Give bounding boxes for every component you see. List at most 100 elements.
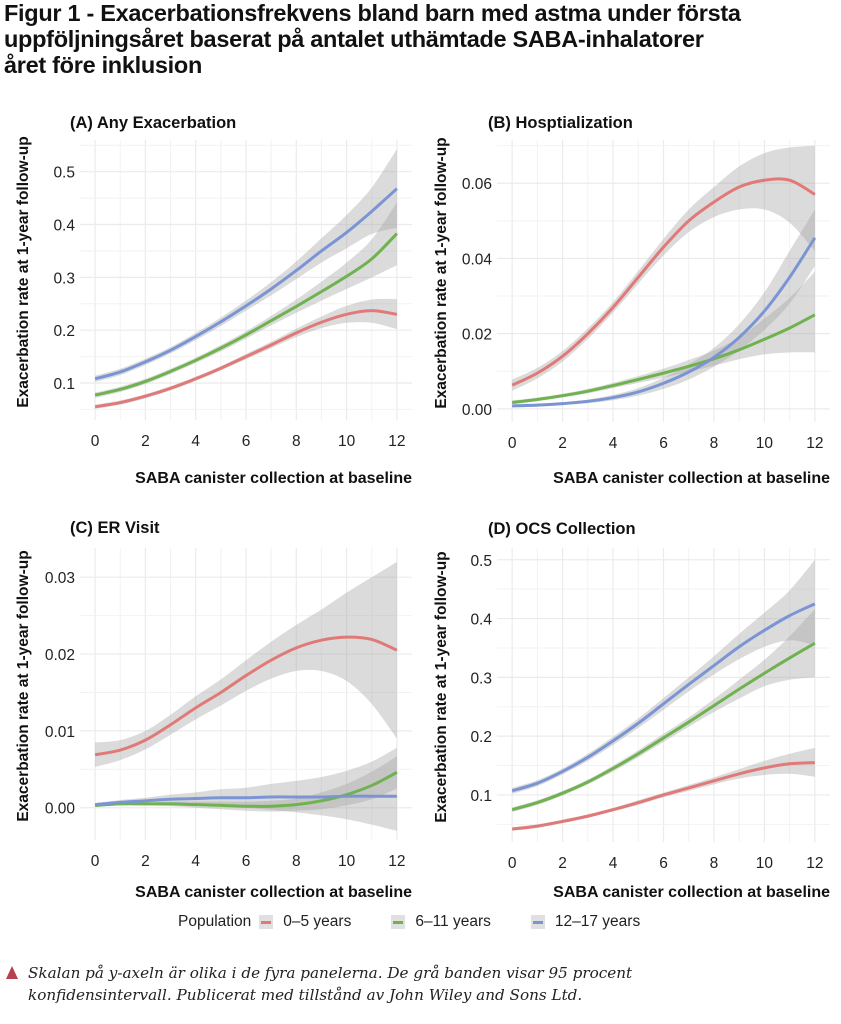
x-tick-label: 6 (659, 435, 668, 452)
series-line (511, 641, 816, 812)
legend-key-line (393, 920, 404, 924)
x-tick-label: 2 (141, 433, 150, 450)
legend-swatch-red (259, 915, 274, 929)
panel-title: (D) OCS Collection (488, 520, 636, 538)
y-tick-label: 0.5 (470, 553, 492, 570)
x-tick-label: 0 (508, 855, 517, 872)
ci-band (512, 747, 815, 831)
series-line (94, 232, 398, 397)
x-tick-label: 0 (91, 433, 100, 450)
y-tick-label: 0.2 (53, 323, 75, 340)
series-line (94, 794, 397, 807)
y-tick-label: 0.02 (45, 647, 75, 664)
figure-title-line: året före inklusion (4, 52, 203, 78)
panel-c: 0 2 4 6 8 10 12 0.00 0.01 0.02 0.03 (C) ER Visit SAB… (15, 519, 412, 901)
x-axis-label: SABA canister collection at baseline (135, 470, 412, 487)
x-tick-label: 2 (558, 855, 567, 872)
x-axis-label: SABA canister collection at baseline (135, 884, 412, 901)
x-axis-label: SABA canister collection at baseline (553, 470, 830, 487)
panel-d: 0 2 4 6 8 10 12 0.1 0.2 0.3 0.4 0.5 (D) OCS Collecti… (433, 520, 830, 901)
legend-label: 0–5 years (283, 913, 352, 930)
panel-title: (B) Hosptialization (488, 114, 633, 132)
series-line (512, 236, 817, 408)
gridlines (497, 548, 830, 842)
x-tick-label: 0 (508, 435, 517, 452)
note-line: konfidensintervall. Publicerat med tills… (28, 986, 583, 1004)
y-axis-label: Exacerbation rate at 1-year follow-up (15, 550, 32, 821)
y-axis-label: Exacerbation rate at 1-year follow-up (433, 137, 450, 408)
x-tick-label: 0 (91, 853, 100, 870)
ci-band (512, 271, 815, 405)
ci-band (95, 298, 397, 409)
legend-item-6-11: 6–11 years (391, 913, 491, 931)
y-tick-label: 0.02 (462, 327, 492, 344)
series-line (511, 313, 816, 404)
y-tick-label: 0.1 (53, 376, 75, 393)
gridlines (80, 548, 412, 840)
figure-title: Figur 1 - Exacerbationsfrekvens bland ba… (4, 0, 839, 78)
ci-band (95, 561, 397, 767)
triangle-marker-icon (6, 966, 18, 979)
y-tick-label: 0.5 (53, 165, 75, 182)
y-tick-label: 0.03 (45, 570, 75, 587)
x-tick-label: 8 (292, 853, 301, 870)
x-tick-label: 10 (338, 433, 356, 450)
y-tick-label: 0.01 (45, 724, 75, 741)
gridlines (497, 140, 830, 422)
legend-title: Population (178, 913, 252, 930)
legend-label: 6–11 years (415, 913, 491, 930)
y-axis-label: Exacerbation rate at 1-year follow-up (433, 551, 450, 822)
panel-title: (A) Any Exacerbation (70, 114, 236, 132)
series-line (94, 309, 398, 409)
x-axis-label: SABA canister collection at baseline (553, 884, 830, 901)
series-line (94, 771, 398, 808)
y-tick-label: 0.00 (462, 402, 493, 419)
x-tick-label: 12 (388, 433, 405, 450)
note-line: Skalan på y-axeln är olika i de fyra pan… (28, 964, 633, 982)
ci-band (512, 209, 815, 408)
x-tick-label: 8 (710, 435, 719, 452)
x-tick-label: 2 (141, 853, 150, 870)
x-tick-label: 6 (242, 853, 251, 870)
y-tick-label: 0.04 (462, 251, 493, 268)
y-axis-label: Exacerbation rate at 1-year follow-up (15, 136, 32, 407)
y-tick-label: 0.06 (462, 176, 492, 193)
x-tick-label: 4 (609, 855, 618, 872)
panel-title: (C) ER Visit (70, 519, 160, 537)
x-tick-label: 4 (609, 435, 618, 452)
figure-title-line: uppföljningsåret baserat på antalet uthä… (4, 26, 704, 52)
x-tick-label: 8 (292, 433, 301, 450)
series-line (511, 602, 816, 793)
legend-label: 12–17 years (554, 913, 641, 930)
note-text: Skalan på y-axeln är olika i de fyra pan… (28, 962, 708, 1006)
gridlines (80, 140, 412, 420)
series-line (511, 761, 815, 831)
legend-item-0-5: 0–5 years (259, 913, 351, 931)
legend-item-12-17: 12–17 years (530, 913, 641, 931)
x-tick-label: 6 (659, 855, 668, 872)
series-line (94, 187, 398, 381)
series-line (511, 177, 816, 387)
x-tick-label: 10 (756, 855, 774, 872)
figure-note: Skalan på y-axeln är olika i de fyra pan… (6, 962, 708, 1006)
x-tick-label: 8 (710, 855, 719, 872)
y-tick-label: 0.4 (470, 612, 492, 629)
x-tick-label: 12 (388, 853, 405, 870)
x-tick-label: 4 (191, 853, 200, 870)
legend-key-line (532, 920, 543, 924)
x-tick-label: 12 (806, 855, 823, 872)
x-tick-label: 2 (558, 435, 567, 452)
y-tick-label: 0.4 (53, 218, 75, 235)
x-tick-label: 12 (806, 435, 823, 452)
x-tick-label: 6 (242, 433, 251, 450)
legend-swatch-blue (530, 915, 545, 929)
ci-band (512, 145, 815, 391)
y-tick-label: 0.3 (53, 270, 75, 287)
x-tick-label: 10 (338, 853, 356, 870)
x-tick-label: 4 (191, 433, 200, 450)
legend-swatch-green (391, 915, 406, 929)
panel-a: 0 2 4 6 8 10 12 0.1 0.2 0.3 0.4 0.5 (A) Any Exacerba… (15, 114, 412, 487)
y-tick-label: 0.1 (470, 788, 492, 805)
y-tick-label: 0.2 (470, 729, 492, 746)
